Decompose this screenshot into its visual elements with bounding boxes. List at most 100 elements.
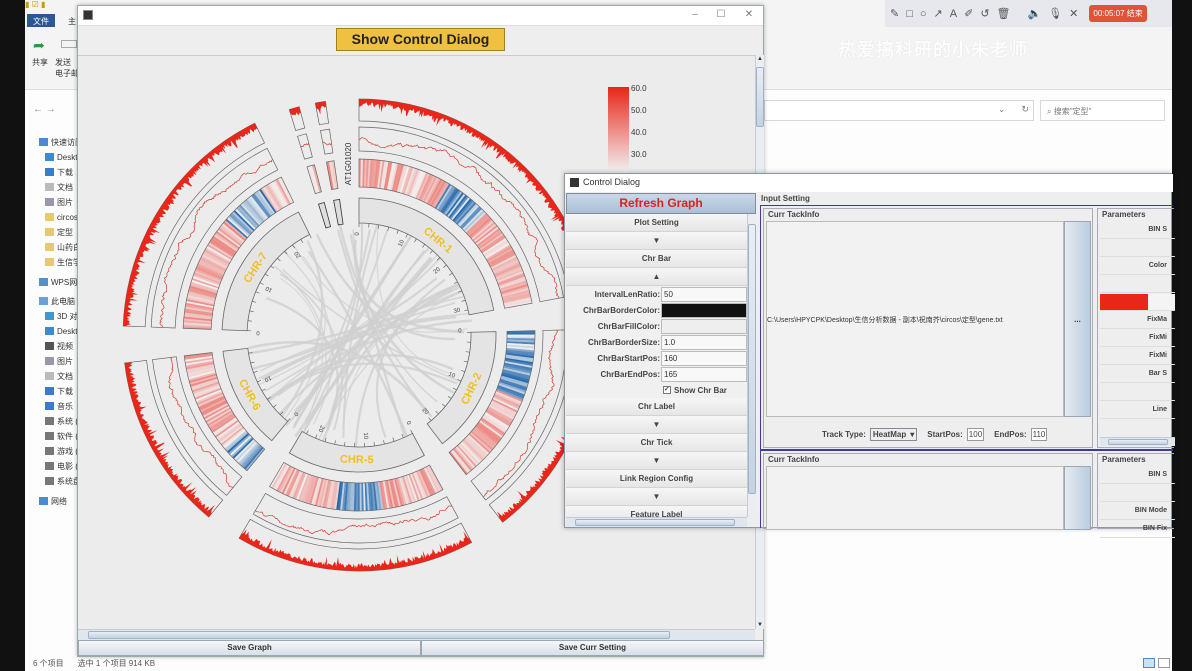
nav-item[interactable]: 软件 (: [45, 429, 85, 443]
circle-icon[interactable]: ○: [919, 7, 927, 20]
highlighter-icon[interactable]: ✐: [964, 8, 974, 20]
browse-file-button[interactable]: ...: [1064, 221, 1091, 417]
browse-file-button-2[interactable]: [1064, 466, 1091, 530]
color-swatch-white[interactable]: [1149, 294, 1175, 310]
nav-item-label: 系统 (: [57, 416, 78, 426]
field-input[interactable]: 160: [661, 350, 747, 366]
link-region-config-header[interactable]: Link Region Config: [566, 470, 747, 488]
scroll-down-icon[interactable]: ▼: [757, 622, 763, 628]
pen-icon[interactable]: ✎: [890, 8, 900, 20]
feature-label-header[interactable]: Feature Label: [566, 506, 747, 517]
collapse-chr-bar-icon[interactable]: ▲: [566, 268, 747, 286]
field-input[interactable]: 50: [661, 286, 747, 302]
share-button[interactable]: 共享: [32, 58, 48, 67]
show-chr-bar-checkbox[interactable]: ✓: [663, 386, 671, 394]
email-button[interactable]: 发送 电子邮: [55, 58, 79, 78]
show-control-dialog-button[interactable]: Show Control Dialog: [336, 28, 505, 51]
nav-item[interactable]: 3D 对: [45, 309, 85, 323]
undo-icon[interactable]: ↺: [980, 8, 990, 20]
expand-link-region-icon[interactable]: ▼: [566, 488, 747, 506]
nav-item[interactable]: Desktop: [45, 150, 85, 164]
nav-item[interactable]: Desktop: [45, 324, 85, 338]
nav-item[interactable]: 下载: [45, 384, 85, 398]
nav-item[interactable]: 图片: [45, 195, 85, 209]
save-graph-button[interactable]: Save Graph: [78, 640, 421, 656]
trash-icon[interactable]: 🗑: [996, 8, 1011, 20]
field-input[interactable]: [661, 318, 747, 334]
parameters-scroll-thumb[interactable]: [1108, 439, 1168, 445]
expand-chr-tick-icon[interactable]: ▼: [566, 452, 747, 470]
tab-file[interactable]: 文件: [27, 14, 55, 27]
end-pos-input[interactable]: 110: [1030, 428, 1048, 441]
rectangle-icon[interactable]: □: [906, 7, 913, 20]
color-swatch[interactable]: [1100, 294, 1148, 310]
nav-item-label: 视频: [57, 341, 73, 351]
chr-label-header[interactable]: Chr Label: [566, 398, 747, 416]
heatmap-cell: [246, 198, 266, 222]
plot-setting-header[interactable]: Plot Setting: [566, 214, 747, 232]
close-button[interactable]: ✕: [744, 9, 754, 20]
heatmap-cell: [220, 224, 244, 244]
track-type-select[interactable]: HeatMap ▾: [869, 428, 918, 441]
refresh-graph-button[interactable]: Refresh Graph: [566, 193, 756, 214]
tab-home[interactable]: 主: [68, 17, 76, 26]
field-input[interactable]: [661, 302, 747, 318]
parameters-scrollbar[interactable]: [1100, 437, 1175, 446]
nav-item[interactable]: 系统盘: [45, 474, 85, 488]
chr-bar-header[interactable]: Chr Bar: [566, 250, 747, 268]
recording-timer[interactable]: 00:05:07 结束: [1089, 5, 1147, 22]
nav-item[interactable]: 山药白: [45, 240, 85, 254]
nav-item[interactable]: 文档: [45, 180, 85, 194]
large-icons-view-icon[interactable]: [1158, 658, 1170, 668]
settings-hscroll-thumb[interactable]: [575, 519, 735, 526]
nav-item[interactable]: 游戏 (: [45, 444, 85, 458]
refresh-icon[interactable]: ↻: [1021, 104, 1029, 114]
nav-item[interactable]: 文档: [45, 369, 85, 383]
nav-item[interactable]: 快速访问: [39, 135, 79, 149]
nav-item[interactable]: 此电脑: [39, 294, 79, 308]
settings-vertical-scrollbar[interactable]: [747, 214, 756, 517]
minimize-button[interactable]: –: [692, 9, 698, 20]
field-input[interactable]: 165: [661, 366, 747, 382]
nav-item-label: 软件 (: [57, 431, 78, 441]
back-icon[interactable]: ← →: [33, 104, 56, 115]
chromosome-tick: [344, 442, 346, 447]
nav-item[interactable]: 下载: [45, 165, 85, 179]
chr-tick-header[interactable]: Chr Tick: [566, 434, 747, 452]
nav-item[interactable]: circos: [45, 210, 85, 224]
vertical-scroll-thumb[interactable]: [756, 67, 764, 127]
horizontal-scroll-thumb[interactable]: [88, 631, 670, 639]
arrow-icon[interactable]: ↗: [933, 8, 943, 20]
settings-scroll-thumb[interactable]: [748, 224, 756, 494]
save-curr-setting-button[interactable]: Save Curr Setting: [421, 640, 764, 656]
nav-item[interactable]: 电影 (: [45, 459, 85, 473]
chevron-down-icon[interactable]: ⌄: [998, 105, 1005, 114]
expand-chr-label-icon[interactable]: ▼: [566, 416, 747, 434]
settings-horizontal-scrollbar[interactable]: [566, 517, 747, 527]
nav-item[interactable]: 生信学: [45, 255, 85, 269]
text-icon[interactable]: A: [949, 7, 958, 20]
nav-item[interactable]: WPS网: [39, 275, 79, 289]
nav-item[interactable]: 网络: [39, 494, 79, 508]
start-pos-input[interactable]: 100: [966, 428, 985, 441]
horizontal-scrollbar[interactable]: [78, 629, 755, 640]
nav-item[interactable]: 视频: [45, 339, 85, 353]
scroll-up-icon[interactable]: ▲: [757, 56, 763, 62]
search-input[interactable]: ⌕ 搜索"定型": [1040, 100, 1165, 121]
track-file-path[interactable]: C:\Users\HPYCPK\Desktop\生信分析数据 - 副本\祝南芥\…: [766, 221, 1064, 417]
expand-plot-setting-icon[interactable]: ▼: [566, 232, 747, 250]
heatmap-cell: [206, 408, 232, 425]
heatmap-cell: [236, 207, 258, 229]
close-icon[interactable]: ✕: [1069, 8, 1079, 20]
details-view-icon[interactable]: [1143, 658, 1155, 668]
track-2-file-path[interactable]: [766, 466, 1064, 530]
microphone-icon[interactable]: 🎙: [1048, 8, 1063, 20]
nav-item[interactable]: 定型: [45, 225, 85, 239]
speaker-icon[interactable]: 🔈: [1027, 8, 1042, 20]
nav-item[interactable]: 系统 (: [45, 414, 85, 428]
address-bar[interactable]: ⌄ ↻: [764, 100, 1034, 121]
nav-item[interactable]: 音乐: [45, 399, 85, 413]
maximize-button[interactable]: ☐: [716, 9, 726, 20]
field-input[interactable]: 1.0: [661, 334, 747, 350]
nav-item[interactable]: 图片: [45, 354, 85, 368]
